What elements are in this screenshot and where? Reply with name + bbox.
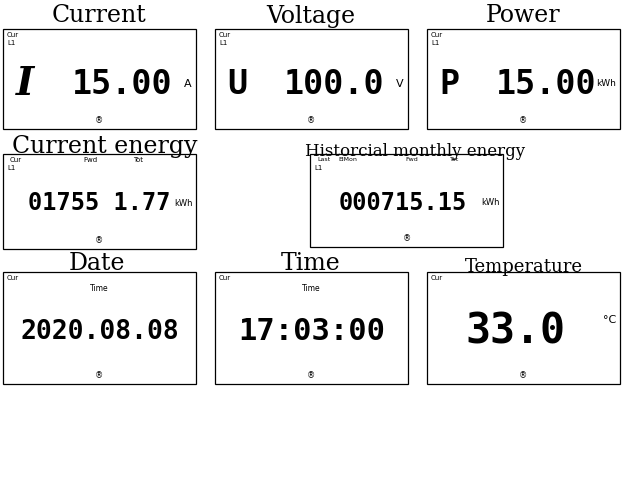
Text: Date: Date — [69, 253, 125, 275]
Bar — [3, 154, 196, 249]
Text: °C: °C — [603, 315, 617, 325]
Bar — [3, 272, 196, 384]
Text: V: V — [396, 79, 404, 89]
Text: Voltage: Voltage — [267, 4, 356, 28]
Text: Power: Power — [486, 4, 560, 28]
Text: Fwd: Fwd — [83, 157, 97, 163]
Text: L1: L1 — [314, 165, 322, 171]
Text: ®: ® — [95, 117, 103, 125]
Text: Cur: Cur — [7, 32, 19, 38]
Text: Current energy: Current energy — [12, 135, 197, 157]
Text: P: P — [439, 67, 459, 101]
Bar — [3, 29, 196, 129]
Text: Cur: Cur — [219, 32, 231, 38]
Text: kWh: kWh — [174, 199, 193, 208]
Text: 100.0: 100.0 — [284, 67, 385, 101]
Text: Time: Time — [302, 284, 321, 293]
Text: 17:03:00: 17:03:00 — [238, 318, 385, 347]
Text: A: A — [184, 79, 192, 89]
Text: Current: Current — [52, 4, 146, 28]
Text: ®: ® — [307, 372, 316, 380]
Text: kWh: kWh — [596, 79, 616, 89]
Text: 15.00: 15.00 — [72, 67, 173, 101]
Bar — [427, 29, 620, 129]
Text: 15.00: 15.00 — [497, 67, 597, 101]
Text: I: I — [16, 65, 34, 103]
Text: Time: Time — [90, 284, 109, 293]
Text: ElMon: ElMon — [338, 157, 357, 162]
Text: kWh: kWh — [482, 198, 500, 207]
Bar — [215, 272, 408, 384]
Text: ®: ® — [307, 117, 316, 125]
Text: Historcial monthly energy: Historcial monthly energy — [305, 142, 525, 160]
Text: Cur: Cur — [431, 275, 443, 281]
Text: 000715.15: 000715.15 — [338, 191, 467, 214]
Text: ®: ® — [402, 235, 411, 243]
Text: Cur: Cur — [219, 275, 231, 281]
Text: ®: ® — [520, 117, 528, 125]
Text: U: U — [227, 67, 247, 101]
Text: Cur: Cur — [7, 275, 19, 281]
Text: Fwd: Fwd — [405, 157, 418, 162]
Text: Tot: Tot — [133, 157, 143, 163]
Text: Cur: Cur — [10, 157, 22, 163]
Text: L1: L1 — [431, 40, 439, 46]
Text: ®: ® — [95, 237, 103, 245]
Text: Time: Time — [281, 253, 341, 275]
Text: Last: Last — [317, 157, 330, 162]
Text: Temperature: Temperature — [465, 258, 583, 276]
Text: L1: L1 — [219, 40, 227, 46]
Text: ®: ® — [95, 372, 103, 380]
Text: Tot: Tot — [450, 157, 459, 162]
Text: L1: L1 — [7, 165, 16, 171]
Text: Cur: Cur — [431, 32, 443, 38]
Bar — [427, 272, 620, 384]
Text: ®: ® — [520, 372, 528, 380]
Text: 33.0: 33.0 — [465, 311, 566, 353]
Text: 2020.08.08: 2020.08.08 — [20, 319, 179, 345]
Bar — [310, 154, 503, 247]
Text: L1: L1 — [7, 40, 16, 46]
Bar — [215, 29, 408, 129]
Text: 01755 1.77: 01755 1.77 — [28, 192, 171, 215]
